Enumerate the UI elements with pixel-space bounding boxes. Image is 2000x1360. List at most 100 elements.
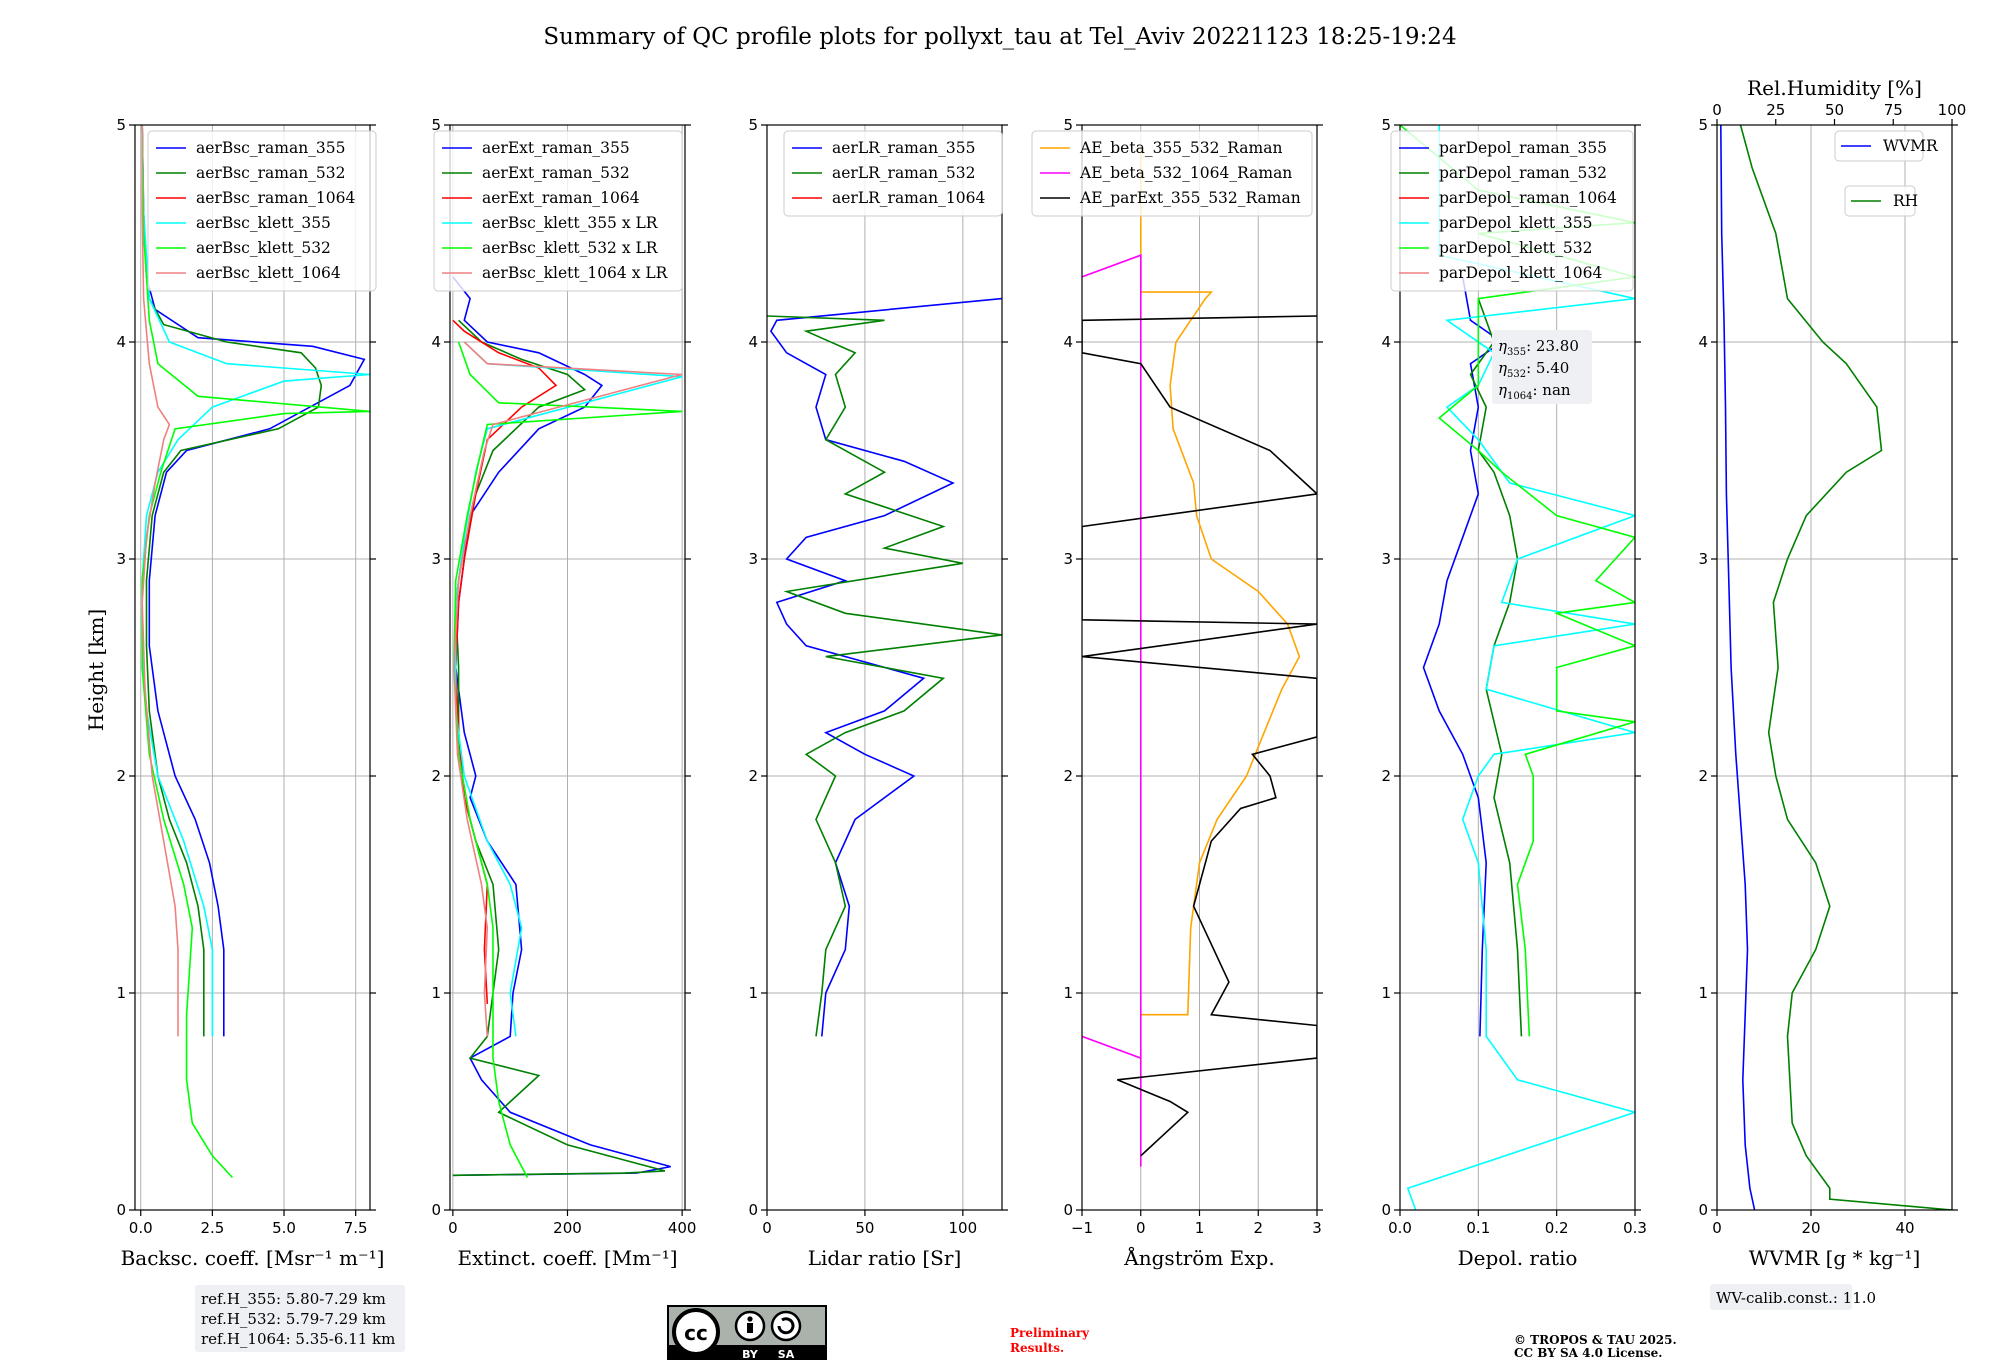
x-tick-label: 1 — [1195, 1219, 1205, 1237]
y-tick-label: 3 — [116, 550, 126, 568]
svg-text:WV-calib.const.: 11.0: WV-calib.const.: 11.0 — [1716, 1289, 1876, 1307]
x2-tick-label: 25 — [1766, 101, 1785, 119]
legend-label: AE_beta_532_1064_Raman — [1079, 164, 1292, 182]
series-line-WVMR — [1720, 125, 1756, 1210]
y-tick-label: 2 — [1063, 767, 1073, 785]
cc-license-badge: cc BY SA — [667, 1305, 827, 1360]
legend: WVMR RH — [1834, 130, 1939, 217]
y-tick-label: 4 — [1063, 333, 1073, 351]
legend-label: parDepol_klett_355 — [1439, 214, 1592, 232]
svg-text:SA: SA — [778, 1348, 795, 1360]
plot-frame — [766, 124, 1003, 1211]
x-axis-label: Depol. ratio — [1458, 1246, 1578, 1270]
series-line-parDepol_raman_355 — [1422, 276, 1504, 1037]
panel-6: 0 20 40 0 1 2 3 4 5 WVMR [g * kg⁻¹] 0 25 50 75 100 Rel.… — [1698, 76, 1966, 1270]
y-tick-label: 1 — [116, 984, 126, 1002]
x-axis-label: Extinct. coeff. [Mm⁻¹] — [457, 1246, 677, 1270]
legend-label: WVMR — [1883, 137, 1939, 155]
legend-label: aerBsc_klett_1064 — [196, 264, 341, 282]
plot-frame — [1716, 124, 1953, 1211]
y-axis-label: Height [km] — [84, 609, 108, 731]
x2-tick-label: 0 — [1712, 101, 1722, 119]
series-line-parDepol_klett_355 — [1406, 125, 1635, 1210]
cc-icon — [672, 1308, 720, 1356]
y-tick-label: 5 — [431, 116, 441, 134]
y-tick-label: 5 — [748, 116, 758, 134]
x-tick-label: 200 — [553, 1219, 582, 1237]
x2-axis-label: Rel.Humidity [%] — [1747, 76, 1922, 100]
x-tick-label: 0.0 — [129, 1219, 153, 1237]
legend-label: aerExt_raman_532 — [482, 164, 630, 182]
y-tick-label: 4 — [1698, 333, 1708, 351]
x-axis-label: Lidar ratio [Sr] — [808, 1246, 962, 1270]
preliminary-note: Preliminary Results. — [1010, 1326, 1090, 1355]
ref-height-355: ref.H_355: 5.80-7.29 km — [201, 1290, 386, 1308]
y-tick-label: 5 — [116, 116, 126, 134]
x2-tick-label: 100 — [1938, 101, 1967, 119]
legend-label: AE_beta_355_532_Raman — [1079, 139, 1282, 157]
series-line-aerBsc_klett_1064 — [141, 125, 179, 1037]
x-tick-label: 0 — [1136, 1219, 1146, 1237]
series-line-aerBsc_klett_1064 x LR — [453, 341, 683, 1037]
y-tick-label: 5 — [1381, 116, 1391, 134]
svg-text:η1064: nan: η1064: nan — [1498, 381, 1571, 402]
legend-label: aerLR_raman_355 — [832, 139, 975, 157]
panel-1: 0.0 2.5 5.0 7.5 0 1 2 3 4 5 Backsc. coeff. [Msr⁻¹ … — [116, 116, 384, 1270]
legend-label: parDepol_klett_1064 — [1439, 264, 1602, 282]
legend-label: aerBsc_raman_532 — [196, 164, 346, 182]
y-tick-label: 1 — [431, 984, 441, 1002]
legend-box — [433, 130, 683, 292]
y-tick-label: 4 — [1381, 333, 1391, 351]
series-line-aerBsc_raman_355 — [141, 125, 366, 1037]
x-axis-label: Backsc. coeff. [Msr⁻¹ m⁻¹] — [121, 1246, 385, 1270]
legend: parDepol_raman_355 parDepol_raman_532 parD… — [1390, 130, 1634, 292]
y-tick-label: 3 — [748, 550, 758, 568]
legend-label: RH — [1893, 192, 1918, 210]
legend-box — [1390, 130, 1634, 292]
series-line-RH — [1739, 125, 1952, 1210]
x-tick-label: 0.3 — [1623, 1219, 1647, 1237]
svg-text:η532: 5.40: η532: 5.40 — [1498, 359, 1569, 380]
legend: aerLR_raman_355 aerLR_raman_532 aerLR_rama… — [783, 130, 1003, 217]
eta-1064-value: nan — [1542, 381, 1571, 399]
legend-box — [783, 130, 1003, 217]
x-tick-label: 50 — [855, 1219, 874, 1237]
y-tick-label: 3 — [431, 550, 441, 568]
ref-height-532: ref.H_532: 5.79-7.29 km — [201, 1310, 386, 1328]
series-line-aerBsc_klett_355 x LR — [454, 341, 683, 1037]
plot-frame — [134, 124, 371, 1211]
legend-label: aerBsc_klett_355 — [196, 214, 331, 232]
svg-text:© TROPOS & TAU 2025.: © TROPOS & TAU 2025. — [1514, 1333, 1677, 1347]
y-tick-label: 3 — [1698, 550, 1708, 568]
y-tick-label: 0 — [748, 1201, 758, 1219]
x-tick-label: 7.5 — [344, 1219, 368, 1237]
legend: aerExt_raman_355 aerExt_raman_532 aerExt_r… — [433, 130, 683, 292]
x2-tick-label: 50 — [1825, 101, 1844, 119]
legend-label: aerBsc_klett_532 x LR — [482, 239, 659, 257]
y-tick-label: 0 — [1381, 1201, 1391, 1219]
series-line-aerBsc_klett_532 x LR — [453, 341, 683, 1178]
series-line-aerBsc_klett_532 — [141, 125, 370, 1179]
ref-height-annotation: ref.H_355: 5.80-7.29 km ref.H_532: 5.79-… — [195, 1285, 405, 1352]
legend-label: parDepol_klett_532 — [1439, 239, 1592, 257]
legend-label: parDepol_raman_532 — [1439, 164, 1607, 182]
panel-2: 0 200 400 0 1 2 3 4 5 Extinct. coeff. [Mm⁻¹] aerEx… — [431, 116, 696, 1270]
y-tick-label: 5 — [1698, 116, 1708, 134]
eta-annotation: η355: 23.80 η532: 5.40 η1064: nan — [1492, 330, 1592, 404]
x-axis-label: WVMR [g * kg⁻¹] — [1749, 1246, 1921, 1270]
svg-text:BY: BY — [742, 1348, 759, 1360]
legend-label: aerBsc_raman_1064 — [196, 189, 356, 207]
y-tick-label: 0 — [431, 1201, 441, 1219]
series-line-parDepol_raman_532 — [1469, 298, 1523, 1037]
sa-icon — [770, 1310, 802, 1342]
wv-calib-annotation: WV-calib.const.: 11.0 — [1710, 1284, 1876, 1310]
panel-5: 0.0 0.1 0.2 0.3 0 1 2 3 4 5 Depol. ratio parDepol_r… — [1381, 116, 1646, 1270]
legend-label: aerLR_raman_532 — [832, 164, 975, 182]
copyright-note: © TROPOS & TAU 2025. CC BY SA 4.0 Licens… — [1514, 1333, 1677, 1360]
y-tick-label: 3 — [1381, 550, 1391, 568]
svg-text:Preliminary: Preliminary — [1010, 1326, 1090, 1340]
legend-label: aerExt_raman_1064 — [482, 189, 640, 207]
y-tick-label: 2 — [116, 767, 126, 785]
legend-label: parDepol_raman_1064 — [1439, 189, 1617, 207]
legend-box — [1031, 130, 1313, 217]
